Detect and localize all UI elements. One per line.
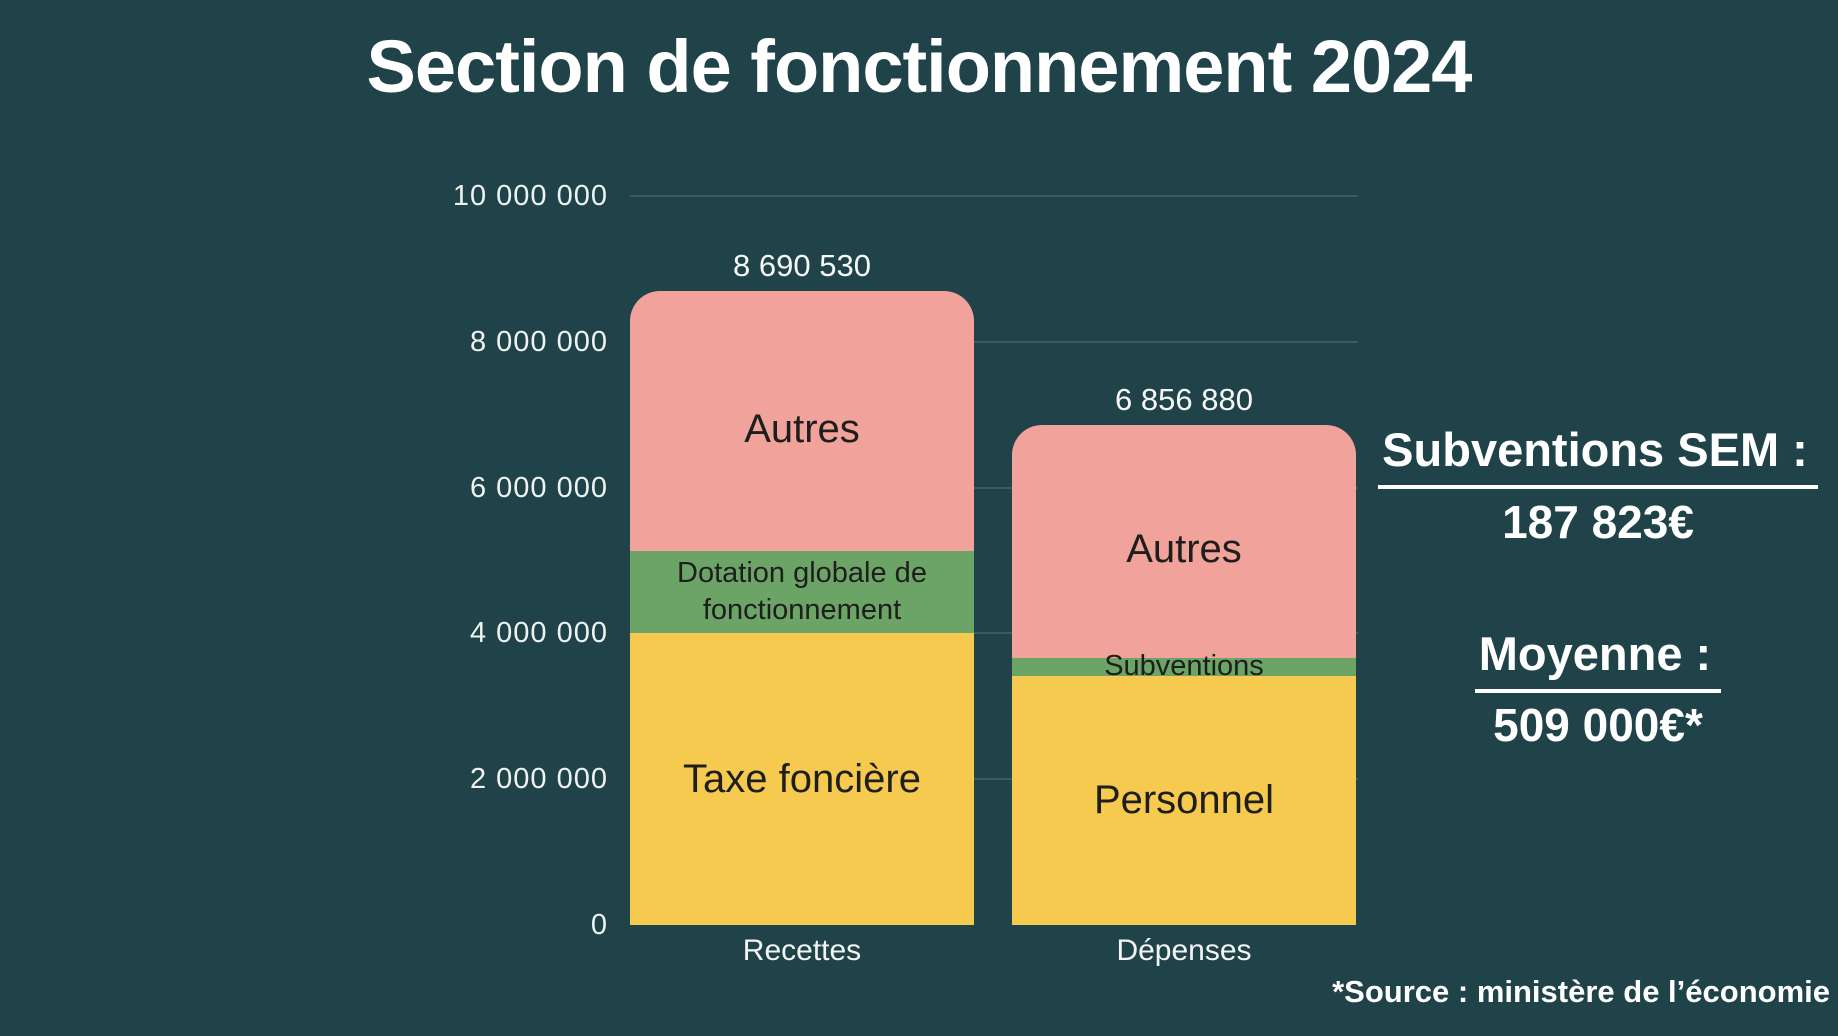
source-note: *Source : ministère de l’économie (1332, 974, 1830, 1009)
moyenne-heading: Moyenne : (1366, 628, 1830, 693)
y-tick-label: 0 (590, 909, 608, 941)
y-tick-label: 8 000 000 (469, 326, 608, 358)
segment-label: Autres (1126, 527, 1242, 572)
segment-taxe-fonciere: Taxe foncière (630, 633, 974, 925)
moyenne-heading-text: Moyenne : (1474, 628, 1722, 693)
segment-label: Dotation globale de fonctionnement (677, 557, 927, 627)
segment-dotation-globale: Dotation globale de fonctionnement (630, 551, 974, 634)
gridline (630, 195, 1358, 197)
bar-recettes: Taxe foncière Dotation globale de foncti… (630, 291, 974, 925)
page-title: Section de fonctionnement 2024 (366, 25, 1473, 108)
bar-depenses: Personnel Subventions Autres (1012, 425, 1356, 925)
segment-label: Autres (744, 406, 860, 451)
subventions-sem-value: 187 823€ (1502, 496, 1694, 548)
segment-autres-depenses: Autres (1012, 425, 1356, 659)
bar-total-depenses: 6 856 880 (1115, 382, 1253, 417)
segment-label: Subventions (1104, 650, 1264, 683)
segment-subventions: Subventions (1012, 650, 1356, 682)
y-tick-label: 4 000 000 (469, 617, 608, 649)
x-label-depenses: Dépenses (1116, 934, 1252, 967)
segment-personnel: Personnel (1012, 675, 1356, 925)
x-label-recettes: Recettes (742, 934, 862, 967)
gridline (630, 487, 1358, 489)
gridline (630, 632, 1358, 634)
subventions-sem-heading: Subventions SEM : (1366, 424, 1830, 489)
segment-autres-recettes: Autres (630, 291, 974, 552)
bar-total-recettes: 8 690 530 (733, 248, 871, 283)
y-tick-label: 10 000 000 (452, 180, 608, 212)
segment-label: Personnel (1093, 777, 1275, 822)
gridline (630, 778, 1358, 780)
gridline (630, 341, 1358, 343)
moyenne-value: 509 000€* (1493, 699, 1703, 751)
y-tick-label: 6 000 000 (469, 472, 608, 504)
y-tick-label: 2 000 000 (469, 763, 608, 795)
subventions-sem-heading-text: Subventions SEM : (1378, 424, 1818, 489)
segment-label: Taxe foncière (683, 756, 921, 801)
